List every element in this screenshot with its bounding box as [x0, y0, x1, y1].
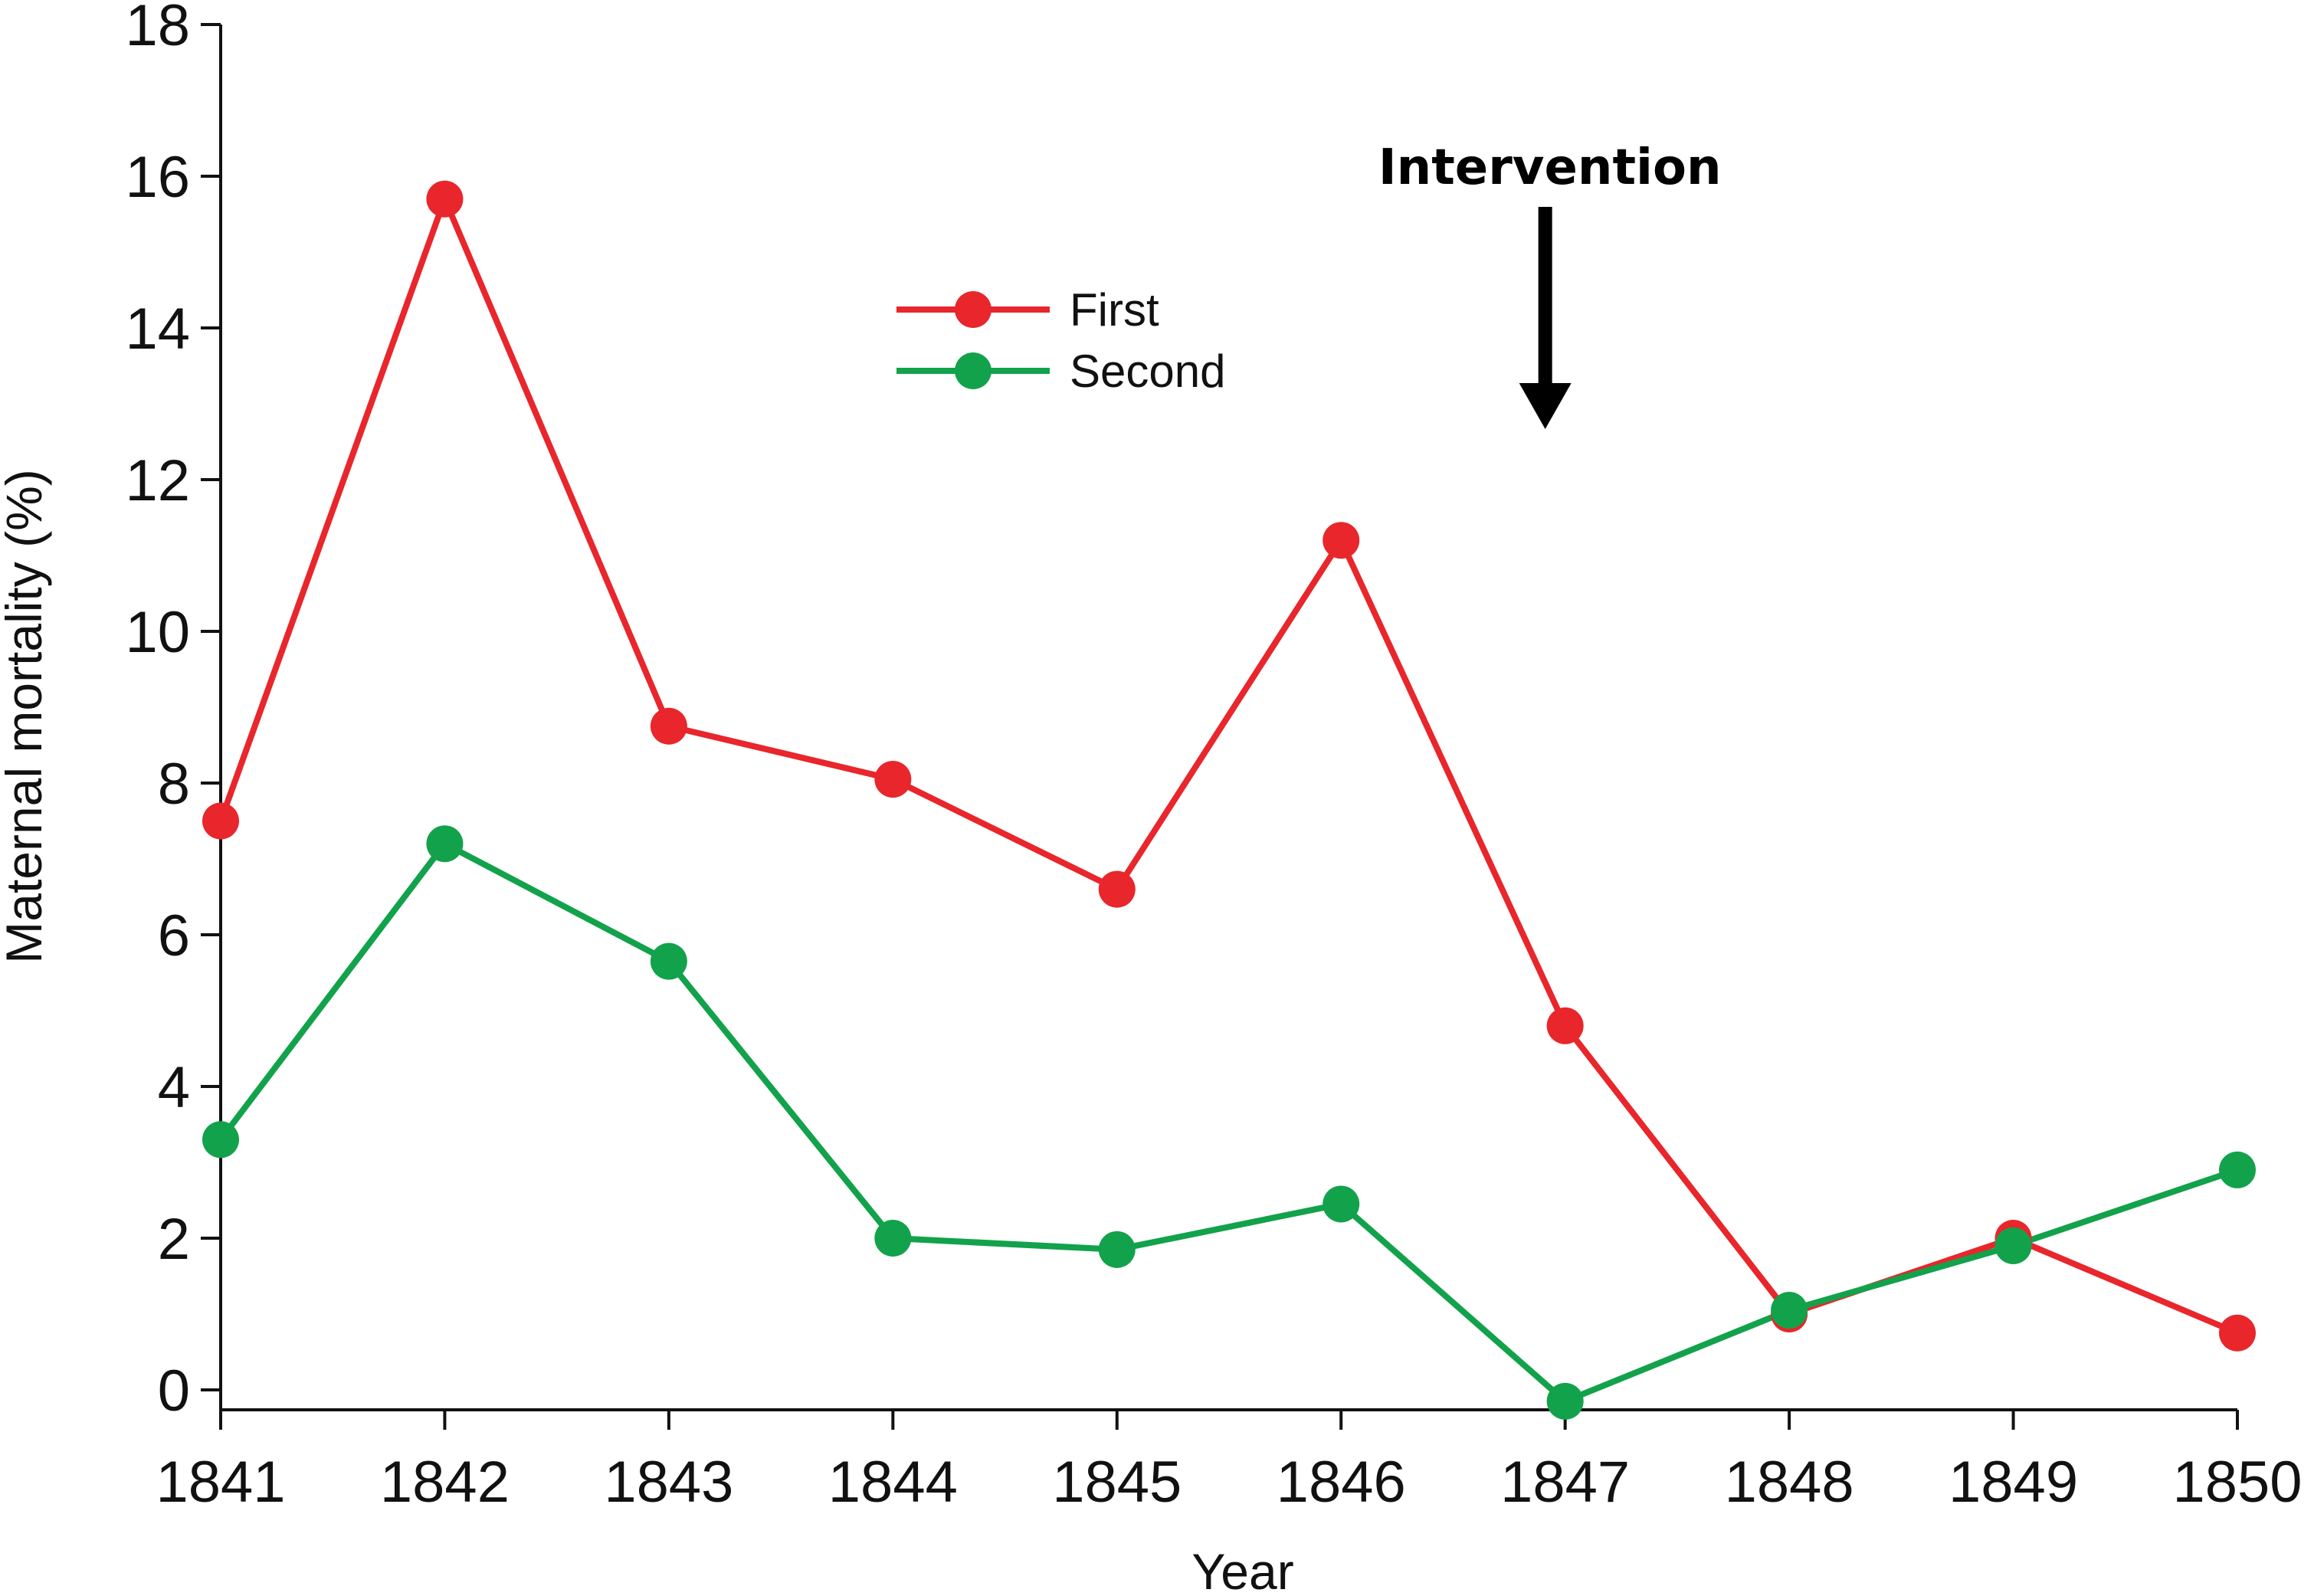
- y-tick-label: 4: [158, 1055, 190, 1120]
- y-axis-label: Maternal mortality (%): [0, 469, 52, 963]
- data-point-first: [650, 707, 687, 745]
- data-point-second: [2219, 1151, 2256, 1188]
- y-tick-label: 6: [158, 903, 190, 968]
- axes: [219, 25, 2237, 1411]
- y-tick-label: 10: [125, 600, 190, 665]
- intervention-label: Intervention: [1378, 139, 1722, 196]
- series-line-first: [218, 195, 2239, 1336]
- x-ticks: 1841 1842 1843 1844 1845 1846 1847 1848 1849 1850: [156, 1410, 2303, 1515]
- data-point-second: [202, 1121, 239, 1158]
- data-point-first: [426, 180, 464, 218]
- data-point-second: [1771, 1292, 1808, 1329]
- data-point-second: [1994, 1227, 2032, 1264]
- y-tick-label: 2: [158, 1207, 190, 1272]
- legend: First Second: [896, 284, 1226, 397]
- data-point-second: [426, 825, 464, 863]
- y-tick-label: 18: [125, 0, 190, 58]
- data-point-first: [874, 761, 912, 798]
- x-tick-label: 1846: [1277, 1450, 1406, 1515]
- x-tick-label: 1841: [156, 1450, 285, 1515]
- legend-marker-first: [955, 291, 991, 328]
- data-point-second: [1098, 1231, 1136, 1268]
- data-point-second: [1323, 1185, 1360, 1223]
- data-point-first: [1098, 870, 1136, 908]
- data-point-first: [1546, 1007, 1584, 1044]
- intervention-arrow-head: [1519, 383, 1572, 429]
- data-point-second: [874, 1220, 912, 1257]
- data-point-first: [202, 802, 239, 840]
- y-tick-label: 16: [125, 145, 190, 210]
- legend-label-first: First: [1070, 284, 1159, 336]
- x-axis-label: Year: [1191, 1543, 1293, 1596]
- x-tick-label: 1843: [604, 1450, 733, 1515]
- data-point-first: [2219, 1314, 2256, 1352]
- legend-label-second: Second: [1070, 346, 1226, 397]
- series-layer: [202, 180, 2256, 1420]
- x-tick-label: 1849: [1949, 1450, 2078, 1515]
- data-point-second: [650, 942, 687, 980]
- y-tick-label: 8: [158, 752, 190, 817]
- legend-marker-second: [955, 352, 991, 389]
- x-tick-label: 1845: [1052, 1450, 1182, 1515]
- x-tick-label: 1848: [1725, 1450, 1854, 1515]
- y-ticks: 0 2 4 6 8 10 12 14 16 18: [125, 0, 221, 1424]
- data-point-second: [1546, 1382, 1584, 1420]
- y-tick-label: 14: [125, 297, 190, 362]
- x-tick-label: 1844: [828, 1450, 958, 1515]
- y-tick-label: 0: [158, 1358, 190, 1424]
- intervention-annotation: Intervention: [1378, 139, 1722, 429]
- x-tick-label: 1842: [380, 1450, 510, 1515]
- x-tick-label: 1850: [2172, 1450, 2302, 1515]
- data-point-first: [1323, 522, 1360, 559]
- y-tick-label: 12: [125, 448, 190, 513]
- x-tick-label: 1847: [1500, 1450, 1630, 1515]
- series-line-second: [218, 841, 2239, 1404]
